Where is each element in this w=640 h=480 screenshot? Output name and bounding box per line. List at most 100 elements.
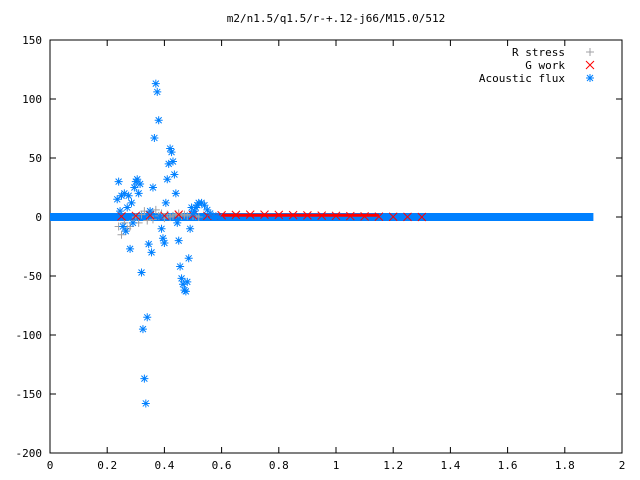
data-point [186,224,195,233]
data-point [174,236,183,245]
data-point [131,211,141,221]
y-tick-label: -150 [16,388,43,401]
series-1 [117,210,427,222]
data-point [164,159,173,168]
series-2 [113,79,223,408]
data-point [260,210,269,219]
data-point [136,179,145,188]
x-tick-label: 1.4 [440,459,460,472]
data-point [417,212,427,222]
y-tick-label: 100 [22,93,42,106]
data-point [148,215,157,224]
data-point [173,218,182,227]
data-point [200,201,209,210]
data-point [130,183,139,192]
data-point [158,234,167,243]
data-point [131,213,140,221]
data-point [178,280,187,289]
data-point [163,175,172,184]
data-point [151,205,160,214]
legend-marker [586,74,594,82]
data-point [117,230,126,239]
data-point [134,189,143,198]
data-point [161,198,170,207]
data-point [138,325,147,334]
data-point [174,210,184,219]
y-tick-label: -200 [16,447,43,460]
data-point [147,248,156,257]
data-point [124,191,133,200]
data-point [166,144,175,153]
chart-marks [50,79,594,408]
data-point [183,277,192,286]
data-point [170,170,179,179]
data-point [144,240,153,249]
data-point [345,211,355,221]
data-point [194,213,203,221]
data-point [184,254,193,263]
y-tick-label: -100 [16,329,43,342]
data-point [137,268,146,277]
x-tick-label: 1.8 [555,459,575,472]
x-tick-label: 2 [619,459,626,472]
data-point [317,211,327,220]
plot-frame [49,39,623,454]
data-point [150,133,159,142]
data-point [168,157,177,166]
data-point [126,244,135,253]
data-point [181,287,190,296]
data-point [127,198,136,207]
axes: 0 0.2 0.4 0.6 0.8 1 1.2 1.4 1.6 1.8 2 -200 -150 -100 -… [16,34,626,472]
data-point [128,218,137,227]
data-point [141,399,150,408]
legend-marker [585,60,595,70]
data-point [403,212,412,222]
data-point [303,210,312,220]
data-point [153,87,162,96]
data-point [203,205,212,214]
data-point [288,210,298,220]
data-point [191,203,200,212]
data-point [121,227,130,236]
chart-title: m2/n1.5/q1.5/r-+.12-j66/M15.0/512 [227,12,446,25]
data-point [274,210,284,220]
data-point [123,203,132,212]
data-point [145,210,155,220]
legend-marker [586,48,594,56]
x-tick-label: 0.8 [269,459,289,472]
data-point [156,213,165,221]
data-point [360,212,369,221]
x-tick-label: 1.2 [383,459,403,472]
data-point [140,374,149,383]
legend-label: G work [525,59,565,72]
data-point [331,211,341,221]
data-point [171,189,180,198]
data-point [214,213,223,221]
data-point [120,189,129,198]
data-point [190,207,199,216]
data-point [211,212,220,221]
data-point [143,313,152,322]
x-tick-label: 0.6 [212,459,232,472]
data-point [245,210,255,219]
x-tick-label: 0.2 [97,459,117,472]
data-point [176,262,185,271]
legend-label: R stress [512,46,565,59]
data-point [131,177,140,186]
legend-label: Acoustic flux [479,72,565,85]
y-tick-label: -50 [22,270,42,283]
data-point [167,148,176,157]
data-point [157,224,166,233]
y-tick-label: 0 [35,211,42,224]
data-point [113,195,122,204]
data-point [177,274,186,283]
y-tick-label: 150 [22,34,42,47]
data-point [187,203,196,212]
data-point [209,211,218,220]
data-point [189,209,197,218]
data-point [148,183,157,192]
data-point [374,212,384,221]
data-point [116,207,125,216]
